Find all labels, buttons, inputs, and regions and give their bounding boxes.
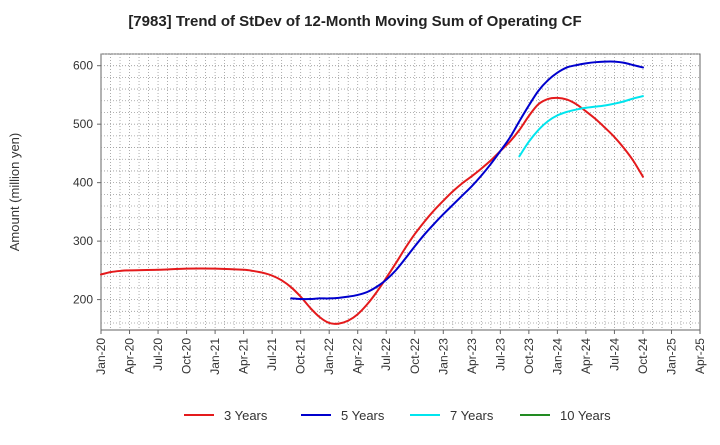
- y-tick-label: 600: [73, 59, 93, 73]
- y-tick-label: 300: [73, 234, 93, 248]
- series-line-2: [290, 60, 644, 301]
- chart-title: [7983] Trend of StDev of 12-Month Moving…: [128, 13, 581, 30]
- series-lines: [100, 60, 644, 325]
- x-tick-label: Oct-20: [180, 338, 194, 374]
- x-tick-label: Jul-20: [151, 338, 165, 371]
- x-tick-label: Jul-22: [379, 338, 393, 371]
- x-tick-label: Oct-21: [294, 338, 308, 374]
- x-tick-label: Jan-20: [94, 338, 108, 375]
- x-tick-label: Jan-21: [208, 338, 222, 375]
- x-tick-label: Apr-25: [693, 338, 707, 374]
- x-tick-label: Jan-25: [664, 338, 678, 375]
- x-axis-ticks: Jan-20 Apr-20 Jul-20 Oct-20 Jan-21 Apr-21 Jul-…: [94, 330, 707, 375]
- legend-label: 5 Years: [341, 408, 385, 423]
- y-tick-label: 400: [73, 176, 93, 190]
- x-tick-label: Oct-24: [636, 338, 650, 374]
- legend-label: 3 Years: [224, 408, 268, 423]
- x-tick-label: Jul-21: [265, 338, 279, 371]
- horizontal-grid: [101, 53, 700, 324]
- x-tick-label: Jan-24: [550, 338, 564, 375]
- x-tick-label: Jul-24: [607, 338, 621, 371]
- x-tick-label: Jan-22: [322, 338, 336, 375]
- x-tick-label: Apr-20: [123, 338, 137, 374]
- plot-area: [100, 53, 701, 331]
- legend-label: 10 Years: [560, 408, 611, 423]
- x-tick-label: Oct-23: [522, 338, 536, 374]
- x-tick-label: Apr-23: [465, 338, 479, 374]
- x-tick-label: Oct-22: [408, 338, 422, 374]
- series-line-1: [100, 96, 644, 325]
- x-tick-label: Apr-22: [351, 338, 365, 374]
- series-line-3: [518, 95, 644, 158]
- legend: 3 Years 5 Years 7 Years 10 Years: [184, 408, 611, 423]
- legend-label: 7 Years: [450, 408, 494, 423]
- y-axis-label: Amount (million yen): [7, 133, 22, 252]
- x-tick-label: Apr-24: [579, 338, 593, 374]
- x-tick-label: Apr-21: [237, 338, 251, 374]
- y-tick-label: 200: [73, 293, 93, 307]
- y-axis-ticks: 200 300 400 500 600: [73, 59, 101, 307]
- x-tick-label: Jul-23: [493, 338, 507, 371]
- y-tick-label: 500: [73, 117, 93, 131]
- x-tick-label: Jan-23: [436, 338, 450, 375]
